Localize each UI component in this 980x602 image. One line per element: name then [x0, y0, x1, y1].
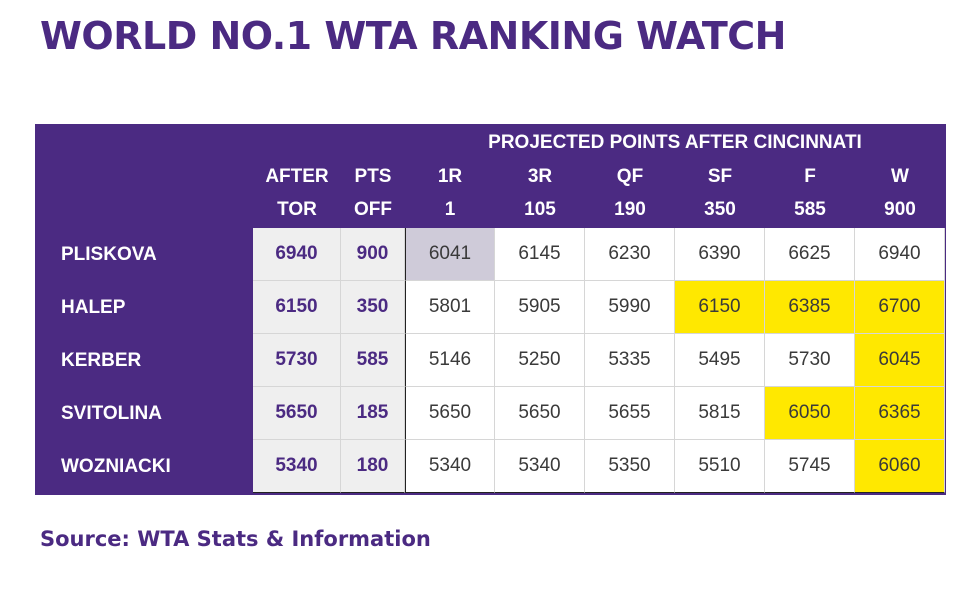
player-name: KERBER: [61, 349, 142, 371]
table-cell: 5801: [405, 281, 495, 334]
column-header-line2: 900: [884, 199, 916, 220]
table-cell: 5335: [585, 334, 675, 387]
table-cell: 5340: [495, 440, 585, 493]
table-cell: 6150: [253, 281, 341, 334]
column-header-line2: TOR: [277, 199, 317, 220]
table-cell: 6041: [405, 228, 495, 281]
table-cell: 5730: [765, 334, 855, 387]
column-header-line2: 190: [614, 199, 646, 220]
ranking-table: PROJECTED POINTS AFTER CINCINNATI AFTER TO…: [35, 124, 946, 495]
column-header-line2: 350: [704, 199, 736, 220]
player-name: WOZNIACKI: [61, 455, 171, 477]
table-cell: 350: [341, 281, 405, 334]
table-cell: 6045: [855, 334, 945, 387]
table-cell: 5146: [405, 334, 495, 387]
table-cell: 5905: [495, 281, 585, 334]
table-cell: 6940: [855, 228, 945, 281]
column-header-line2: 105: [524, 199, 556, 220]
table-cell: 5815: [675, 387, 765, 440]
table-cell: 185: [341, 387, 405, 440]
table-cell: 6940: [253, 228, 341, 281]
column-header-line1: QF: [616, 166, 644, 187]
table-cell: 5655: [585, 387, 675, 440]
table-cell: 6365: [855, 387, 945, 440]
table-cell: 180: [341, 440, 405, 493]
player-name: PLISKOVA: [61, 243, 157, 265]
table-cell: 5650: [495, 387, 585, 440]
ranking-table-grid: PROJECTED POINTS AFTER CINCINNATI AFTER TO…: [35, 124, 946, 495]
table-cell: 5340: [405, 440, 495, 493]
table-cell: 6625: [765, 228, 855, 281]
table-cell: 5510: [675, 440, 765, 493]
source-note: Source: WTA Stats & Information: [40, 527, 431, 551]
column-header-line1: F: [804, 166, 816, 187]
player-name: HALEP: [61, 296, 126, 318]
column-header-line1: SF: [707, 166, 733, 187]
table-cell: 6145: [495, 228, 585, 281]
table-cell: 5350: [585, 440, 675, 493]
column-header-line2: OFF: [354, 199, 392, 220]
table-cell: 6060: [855, 440, 945, 493]
page-title: WORLD NO.1 WTA RANKING WATCH: [40, 14, 786, 58]
table-cell: 6385: [765, 281, 855, 334]
column-header-line1: 1R: [437, 166, 463, 187]
table-cell: 5650: [405, 387, 495, 440]
table-cell: 5340: [253, 440, 341, 493]
column-header-line1: 3R: [527, 166, 553, 187]
table-cell: 6150: [675, 281, 765, 334]
column-header-line1: AFTER: [265, 166, 329, 187]
table-cell: 6050: [765, 387, 855, 440]
table-cell: 5650: [253, 387, 341, 440]
projected-group-header: PROJECTED POINTS AFTER CINCINNATI: [488, 132, 862, 153]
table-cell: 5990: [585, 281, 675, 334]
column-header-line2: 1: [444, 199, 456, 220]
table-cell: 6700: [855, 281, 945, 334]
column-header-line1: PTS: [354, 166, 392, 187]
table-cell: 900: [341, 228, 405, 281]
table-cell: 585: [341, 334, 405, 387]
column-header-line1: W: [891, 166, 909, 187]
table-cell: 5250: [495, 334, 585, 387]
table-cell: 6230: [585, 228, 675, 281]
table-cell: 5745: [765, 440, 855, 493]
table-cell: 5495: [675, 334, 765, 387]
column-header-line2: 585: [794, 199, 826, 220]
table-cell: 5730: [253, 334, 341, 387]
table-cell: 6390: [675, 228, 765, 281]
player-name: SVITOLINA: [61, 402, 162, 424]
